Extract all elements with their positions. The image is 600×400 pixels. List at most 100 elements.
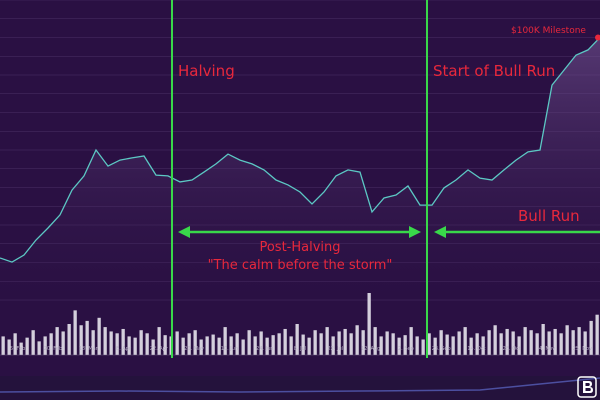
volume-bar [397, 337, 401, 355]
volume-bar [313, 330, 317, 355]
arrow-head [409, 226, 421, 238]
x-tick-label: 22. Jul [328, 346, 344, 352]
volume-bar [97, 317, 101, 355]
volume-bar [205, 336, 209, 355]
volume-bar [235, 333, 239, 355]
x-tick-label: 14. Oct [467, 346, 485, 352]
volume-bar [193, 330, 197, 355]
volume-bar [157, 327, 161, 355]
plot [0, 34, 600, 300]
volume-bar [199, 339, 203, 355]
x-tick-label: 10. Jun [221, 346, 238, 352]
volume-bar [43, 336, 47, 355]
volume-bar [103, 327, 107, 355]
volume-bar [79, 325, 83, 355]
x-tick-label: 8. Jul [294, 346, 306, 352]
volume-bar [31, 330, 35, 355]
volume-bar [577, 327, 581, 355]
volume-bar [427, 333, 431, 355]
volume-bar [451, 336, 455, 355]
volume-bar [85, 320, 89, 355]
volume-bar [481, 336, 485, 355]
volume-bar [175, 331, 179, 355]
volume-bar [511, 331, 515, 355]
volume-bar [403, 335, 407, 355]
volume-bar [505, 328, 509, 355]
volume-bar [121, 328, 125, 355]
volume-bar [13, 333, 17, 355]
x-tick-label: 2. Sep [398, 346, 414, 352]
volume-bar [469, 337, 473, 355]
x-tick-label: 4. Nov [539, 346, 555, 352]
volume-bar [181, 337, 185, 355]
volume-bar [445, 334, 449, 355]
price-line [0, 37, 600, 263]
volume-bar [391, 333, 395, 355]
volume: 5. Feb 20. Feb 18. Mar 8. Apr 22. Apr 20. May… [0, 293, 600, 356]
volume-bar [343, 328, 347, 355]
volume-bar [475, 333, 479, 355]
x-tick-label: 18. Mar [79, 346, 99, 352]
volume-bar [559, 333, 563, 355]
volume-bar [55, 327, 59, 355]
volume-bar [61, 331, 65, 355]
x-tick-label: 28. Oct [503, 346, 521, 352]
volume-bar [535, 333, 539, 355]
volume-bar [211, 334, 215, 355]
annotation: "The calm before the storm" [208, 258, 393, 273]
volume-bar [133, 337, 137, 355]
volume-bar [7, 339, 11, 355]
volume-bar [541, 324, 545, 355]
x-tick-label: 24. Jun [256, 346, 273, 352]
volume-bar [163, 335, 167, 355]
volume-bar [289, 336, 293, 355]
volume-bar [277, 333, 281, 355]
volume-bar [229, 336, 233, 355]
annotation: $100K Milestone [511, 26, 586, 36]
logo-mark [583, 381, 593, 393]
volume-bar [67, 324, 71, 355]
volume-bar [283, 328, 287, 355]
volume-bar [25, 337, 29, 355]
x-tick-label: 22. Apr [150, 346, 169, 352]
volume-bar [523, 327, 527, 355]
logo-frame [577, 376, 597, 398]
volume-bar [355, 325, 359, 355]
volume-bar [319, 333, 323, 355]
logo [577, 376, 597, 398]
annotation: Halving [178, 62, 235, 80]
volume-bar [571, 330, 575, 355]
volume-bar [415, 336, 419, 355]
volume-bar [1, 336, 5, 355]
volume-bar [439, 330, 443, 355]
volume-bar [583, 331, 587, 355]
volume-bar [307, 337, 311, 355]
volume-bar [187, 333, 191, 355]
volume-bar [409, 327, 413, 355]
x-tick-label: 23. Sep [432, 346, 451, 352]
volume-bar [217, 337, 221, 355]
volume-bar [271, 335, 275, 355]
annotation: Bull Run [518, 207, 580, 225]
navigator [0, 376, 600, 400]
volume-bar [565, 325, 569, 355]
volume-bar [553, 328, 557, 355]
x-tick-label: 20. Feb [44, 346, 62, 352]
volume-bar [517, 336, 521, 355]
volume-bar [457, 331, 461, 355]
volume-bar [361, 330, 365, 355]
volume-bar [385, 331, 389, 355]
volume-bar [595, 314, 599, 355]
volume-bar [529, 330, 533, 355]
volume-bar [463, 327, 467, 355]
volume-bar [433, 337, 437, 355]
volume-bar [547, 331, 551, 355]
volume-bar [151, 339, 155, 355]
volume-bar [295, 324, 299, 355]
volume-bar [493, 325, 497, 355]
volume-bar [127, 336, 131, 355]
volume-bar [487, 330, 491, 355]
volume-bar [19, 342, 23, 355]
